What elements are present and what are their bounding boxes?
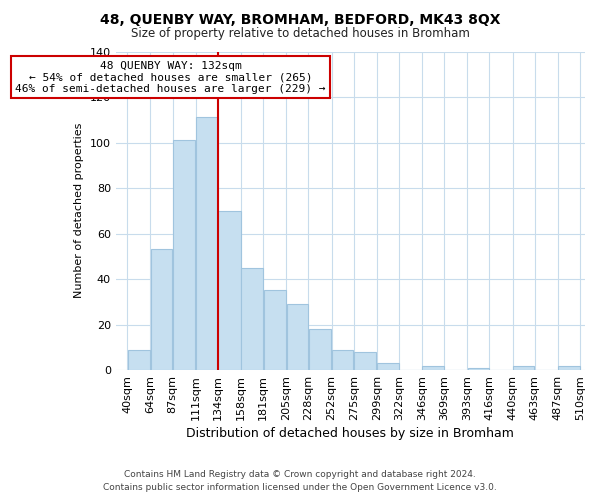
- Text: Contains HM Land Registry data © Crown copyright and database right 2024.
Contai: Contains HM Land Registry data © Crown c…: [103, 470, 497, 492]
- Bar: [128, 350, 150, 370]
- X-axis label: Distribution of detached houses by size in Bromham: Distribution of detached houses by size …: [187, 427, 514, 440]
- Bar: [513, 366, 535, 370]
- Bar: [241, 268, 263, 370]
- Bar: [467, 368, 489, 370]
- Bar: [287, 304, 308, 370]
- Bar: [422, 366, 444, 370]
- Text: Size of property relative to detached houses in Bromham: Size of property relative to detached ho…: [131, 28, 469, 40]
- Bar: [173, 140, 196, 370]
- Bar: [263, 290, 286, 370]
- Bar: [332, 350, 353, 370]
- Bar: [218, 211, 241, 370]
- Y-axis label: Number of detached properties: Number of detached properties: [74, 123, 84, 298]
- Text: 48 QUENBY WAY: 132sqm
← 54% of detached houses are smaller (265)
46% of semi-det: 48 QUENBY WAY: 132sqm ← 54% of detached …: [16, 60, 326, 94]
- Bar: [377, 363, 398, 370]
- Bar: [354, 352, 376, 370]
- Bar: [196, 118, 218, 370]
- Bar: [558, 366, 580, 370]
- Bar: [309, 329, 331, 370]
- Bar: [151, 250, 172, 370]
- Text: 48, QUENBY WAY, BROMHAM, BEDFORD, MK43 8QX: 48, QUENBY WAY, BROMHAM, BEDFORD, MK43 8…: [100, 12, 500, 26]
